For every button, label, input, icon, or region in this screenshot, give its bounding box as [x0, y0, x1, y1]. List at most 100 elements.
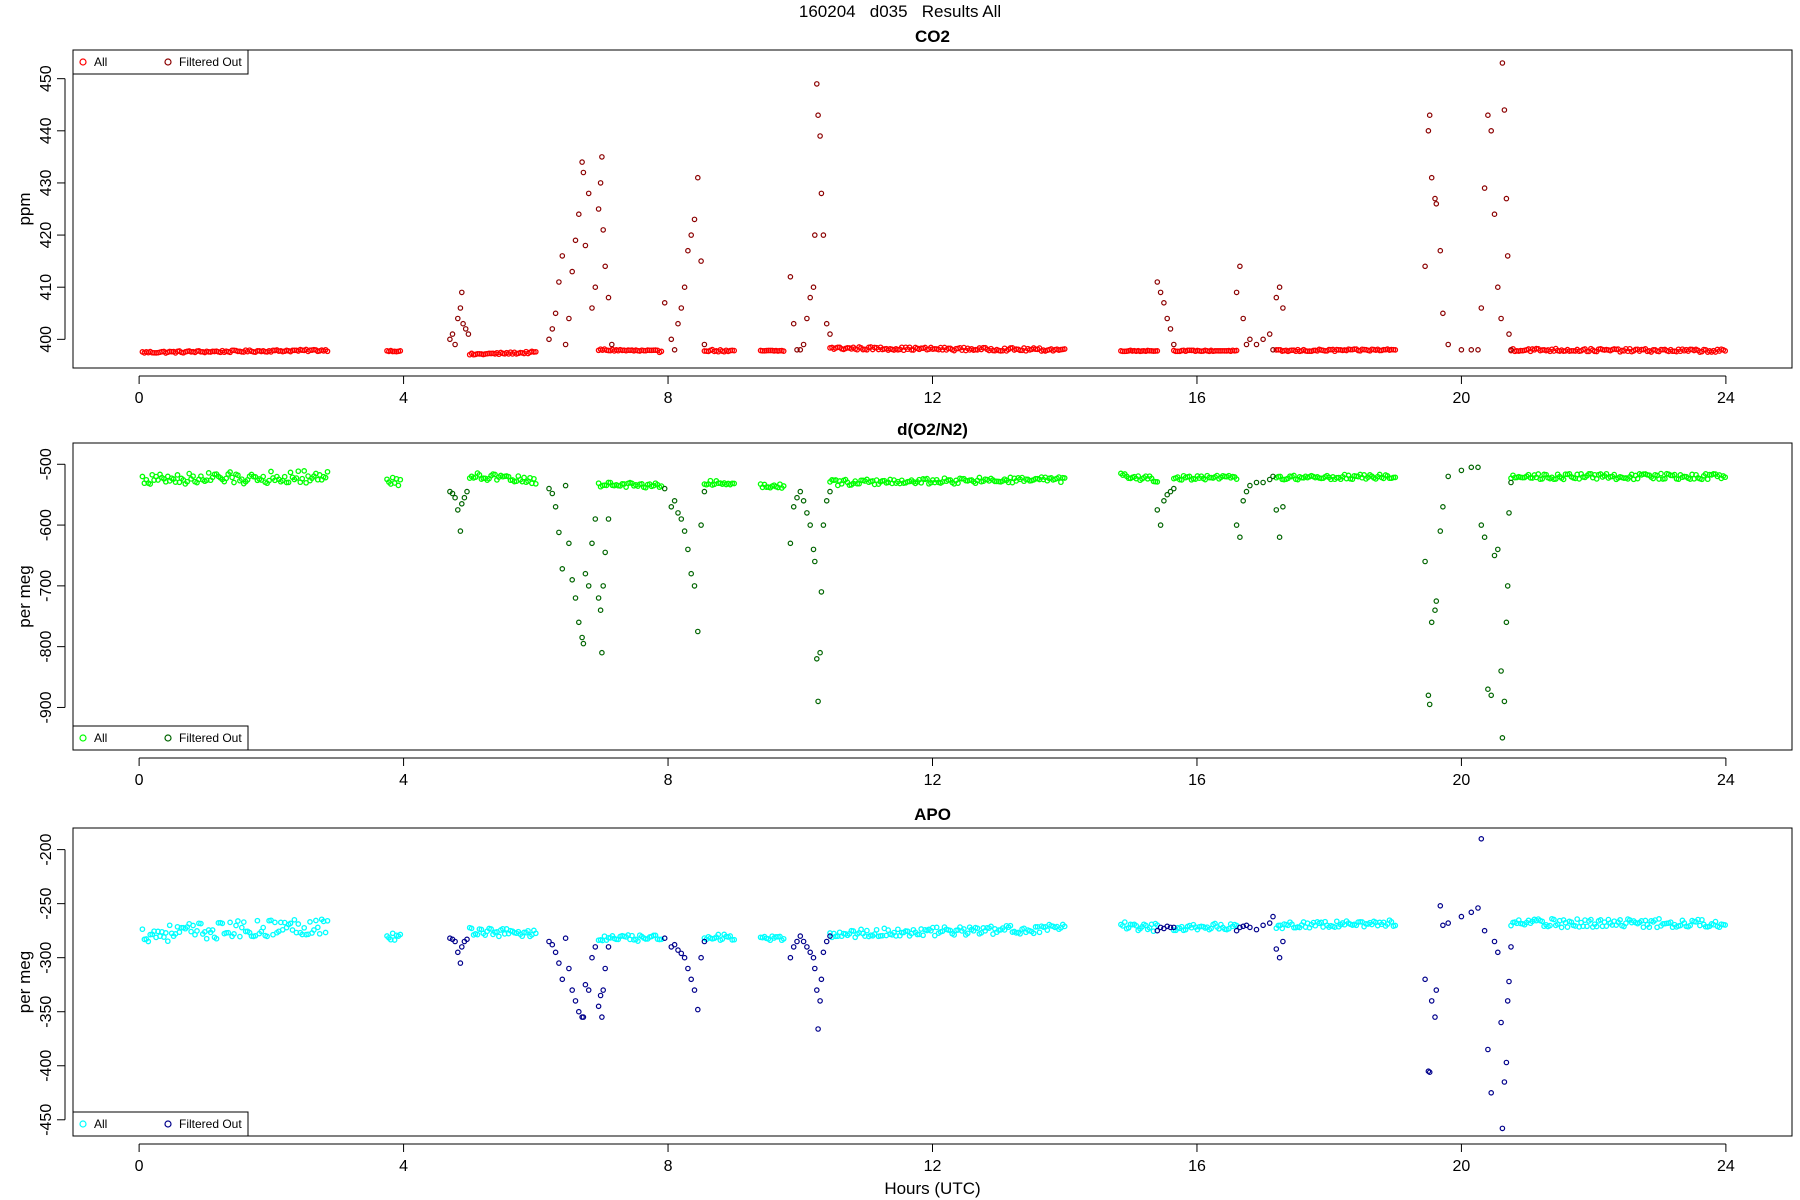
apo-point-filtered: [589, 954, 595, 961]
co2-point-filtered: [1501, 107, 1508, 113]
o2n2-point-all: [260, 473, 267, 480]
o2n2-point-filtered: [1154, 507, 1161, 513]
apo-point-all: [397, 931, 404, 938]
o2n2-point-filtered: [454, 507, 461, 513]
co2-point-filtered: [460, 320, 466, 327]
o2n2-legend-box: [72, 725, 249, 751]
o2n2-point-all: [324, 468, 331, 475]
o2n2-point-filtered: [820, 522, 827, 528]
apo-x-tick-label: 4: [399, 1158, 408, 1175]
apo-x-tick-label: 8: [664, 1158, 673, 1175]
o2n2-point-all: [1611, 471, 1618, 478]
apo-point-all: [1564, 924, 1571, 930]
apo-point-filtered: [1154, 927, 1161, 934]
co2-point-filtered: [1458, 346, 1465, 353]
co2-legend-all: All: [94, 55, 107, 69]
o2n2-point-filtered: [817, 649, 823, 656]
apo-point-filtered: [566, 965, 572, 972]
apo-point-filtered: [701, 938, 708, 945]
apo-point-filtered: [815, 1026, 821, 1032]
o2n2-point-all: [227, 469, 233, 475]
co2-point-filtered: [1240, 315, 1247, 322]
apo-point-all: [1677, 922, 1684, 929]
co2-point-filtered: [1154, 279, 1161, 285]
co2-point-filtered: [813, 81, 820, 87]
co2-point-filtered: [1157, 289, 1164, 296]
co2-legend-all-marker: [79, 58, 87, 66]
o2n2-point-filtered: [566, 540, 572, 547]
co2-point-filtered: [810, 284, 817, 291]
apo-point-all: [1547, 922, 1553, 929]
o2n2-point-filtered: [1504, 583, 1511, 589]
apo-point-filtered: [817, 998, 823, 1004]
apo-point-filtered: [1440, 922, 1446, 929]
apo-point-filtered: [1164, 923, 1171, 930]
co2-point-filtered: [815, 112, 821, 119]
o2n2-point-filtered: [1485, 686, 1491, 693]
apo-point-all: [1712, 918, 1719, 925]
o2n2-point-filtered: [1481, 534, 1488, 541]
o2n2-point-filtered: [1506, 510, 1512, 516]
o2n2-legend: All Filtered Out: [72, 725, 249, 751]
o2n2-point-all: [147, 481, 154, 487]
apo-point-all: [295, 921, 302, 927]
co2-point-filtered: [1164, 315, 1171, 322]
apo-point-filtered: [1276, 954, 1283, 961]
co2-point-all: [1233, 347, 1240, 354]
co2-y-tick-label: 440: [38, 117, 55, 144]
o2n2-point-filtered: [1437, 528, 1444, 534]
o2n2-point-all: [190, 473, 196, 480]
apo-point-filtered: [678, 950, 685, 957]
o2n2-point-filtered: [694, 628, 701, 635]
apo-point-all: [238, 924, 245, 931]
o2n2-point-filtered: [678, 516, 685, 522]
o2n2-point-all: [235, 472, 241, 479]
apo-point-filtered: [1157, 924, 1164, 931]
o2n2-x-tick-label: 20: [1453, 772, 1471, 789]
o2n2-points: [139, 464, 1729, 741]
apo-point-filtered: [1260, 922, 1266, 929]
apo-point-all: [1017, 930, 1023, 937]
co2-y-tick-label: 400: [38, 326, 55, 353]
apo-point-all: [307, 919, 313, 925]
apo-point-filtered: [804, 944, 810, 950]
o2n2-point-filtered: [1240, 497, 1247, 504]
co2-point-all: [1722, 348, 1729, 354]
apo-point-filtered: [1495, 949, 1501, 956]
o2n2-x-tick-label: 8: [664, 772, 673, 789]
apo-point-all: [264, 933, 270, 940]
apo-point-filtered: [1237, 924, 1243, 931]
co2-point-filtered: [818, 190, 825, 197]
apo-point-filtered: [1171, 924, 1177, 931]
o2n2-point-filtered: [811, 558, 818, 565]
o2n2-point-filtered: [1491, 552, 1498, 559]
apo-point-filtered: [1253, 926, 1260, 933]
co2-point-filtered: [820, 232, 827, 238]
co2-point-filtered: [454, 315, 461, 322]
o2n2-legend-all: All: [94, 731, 107, 745]
co2-point-all: [1017, 347, 1023, 354]
co2-x-tick-label: 16: [1188, 390, 1206, 407]
co2-point-filtered: [811, 232, 818, 238]
co2-point-filtered: [1266, 331, 1273, 337]
apo-point-all: [219, 920, 226, 927]
o2n2-point-filtered: [549, 490, 556, 497]
apo-point-filtered: [1247, 924, 1253, 931]
o2n2-point-filtered: [579, 634, 585, 641]
co2-point-filtered: [549, 326, 556, 332]
o2n2-point-filtered: [813, 655, 820, 662]
co2-point-filtered: [787, 273, 794, 280]
o2n2-point-all: [1634, 475, 1641, 482]
co2-point-filtered: [1260, 336, 1266, 343]
co2-point-filtered: [599, 154, 605, 160]
co2-point-filtered: [1503, 195, 1510, 202]
co2-point-filtered: [1428, 174, 1435, 181]
co2-point-filtered: [579, 159, 585, 165]
co2-point-filtered: [1499, 60, 1506, 66]
co2-point-filtered: [1475, 346, 1481, 353]
co2-x-tick-label: 12: [924, 390, 942, 407]
apo-point-filtered: [1432, 1014, 1438, 1020]
co2-point-filtered: [691, 216, 698, 223]
co2-point-filtered: [1425, 128, 1432, 134]
o2n2-point-all: [293, 475, 300, 481]
